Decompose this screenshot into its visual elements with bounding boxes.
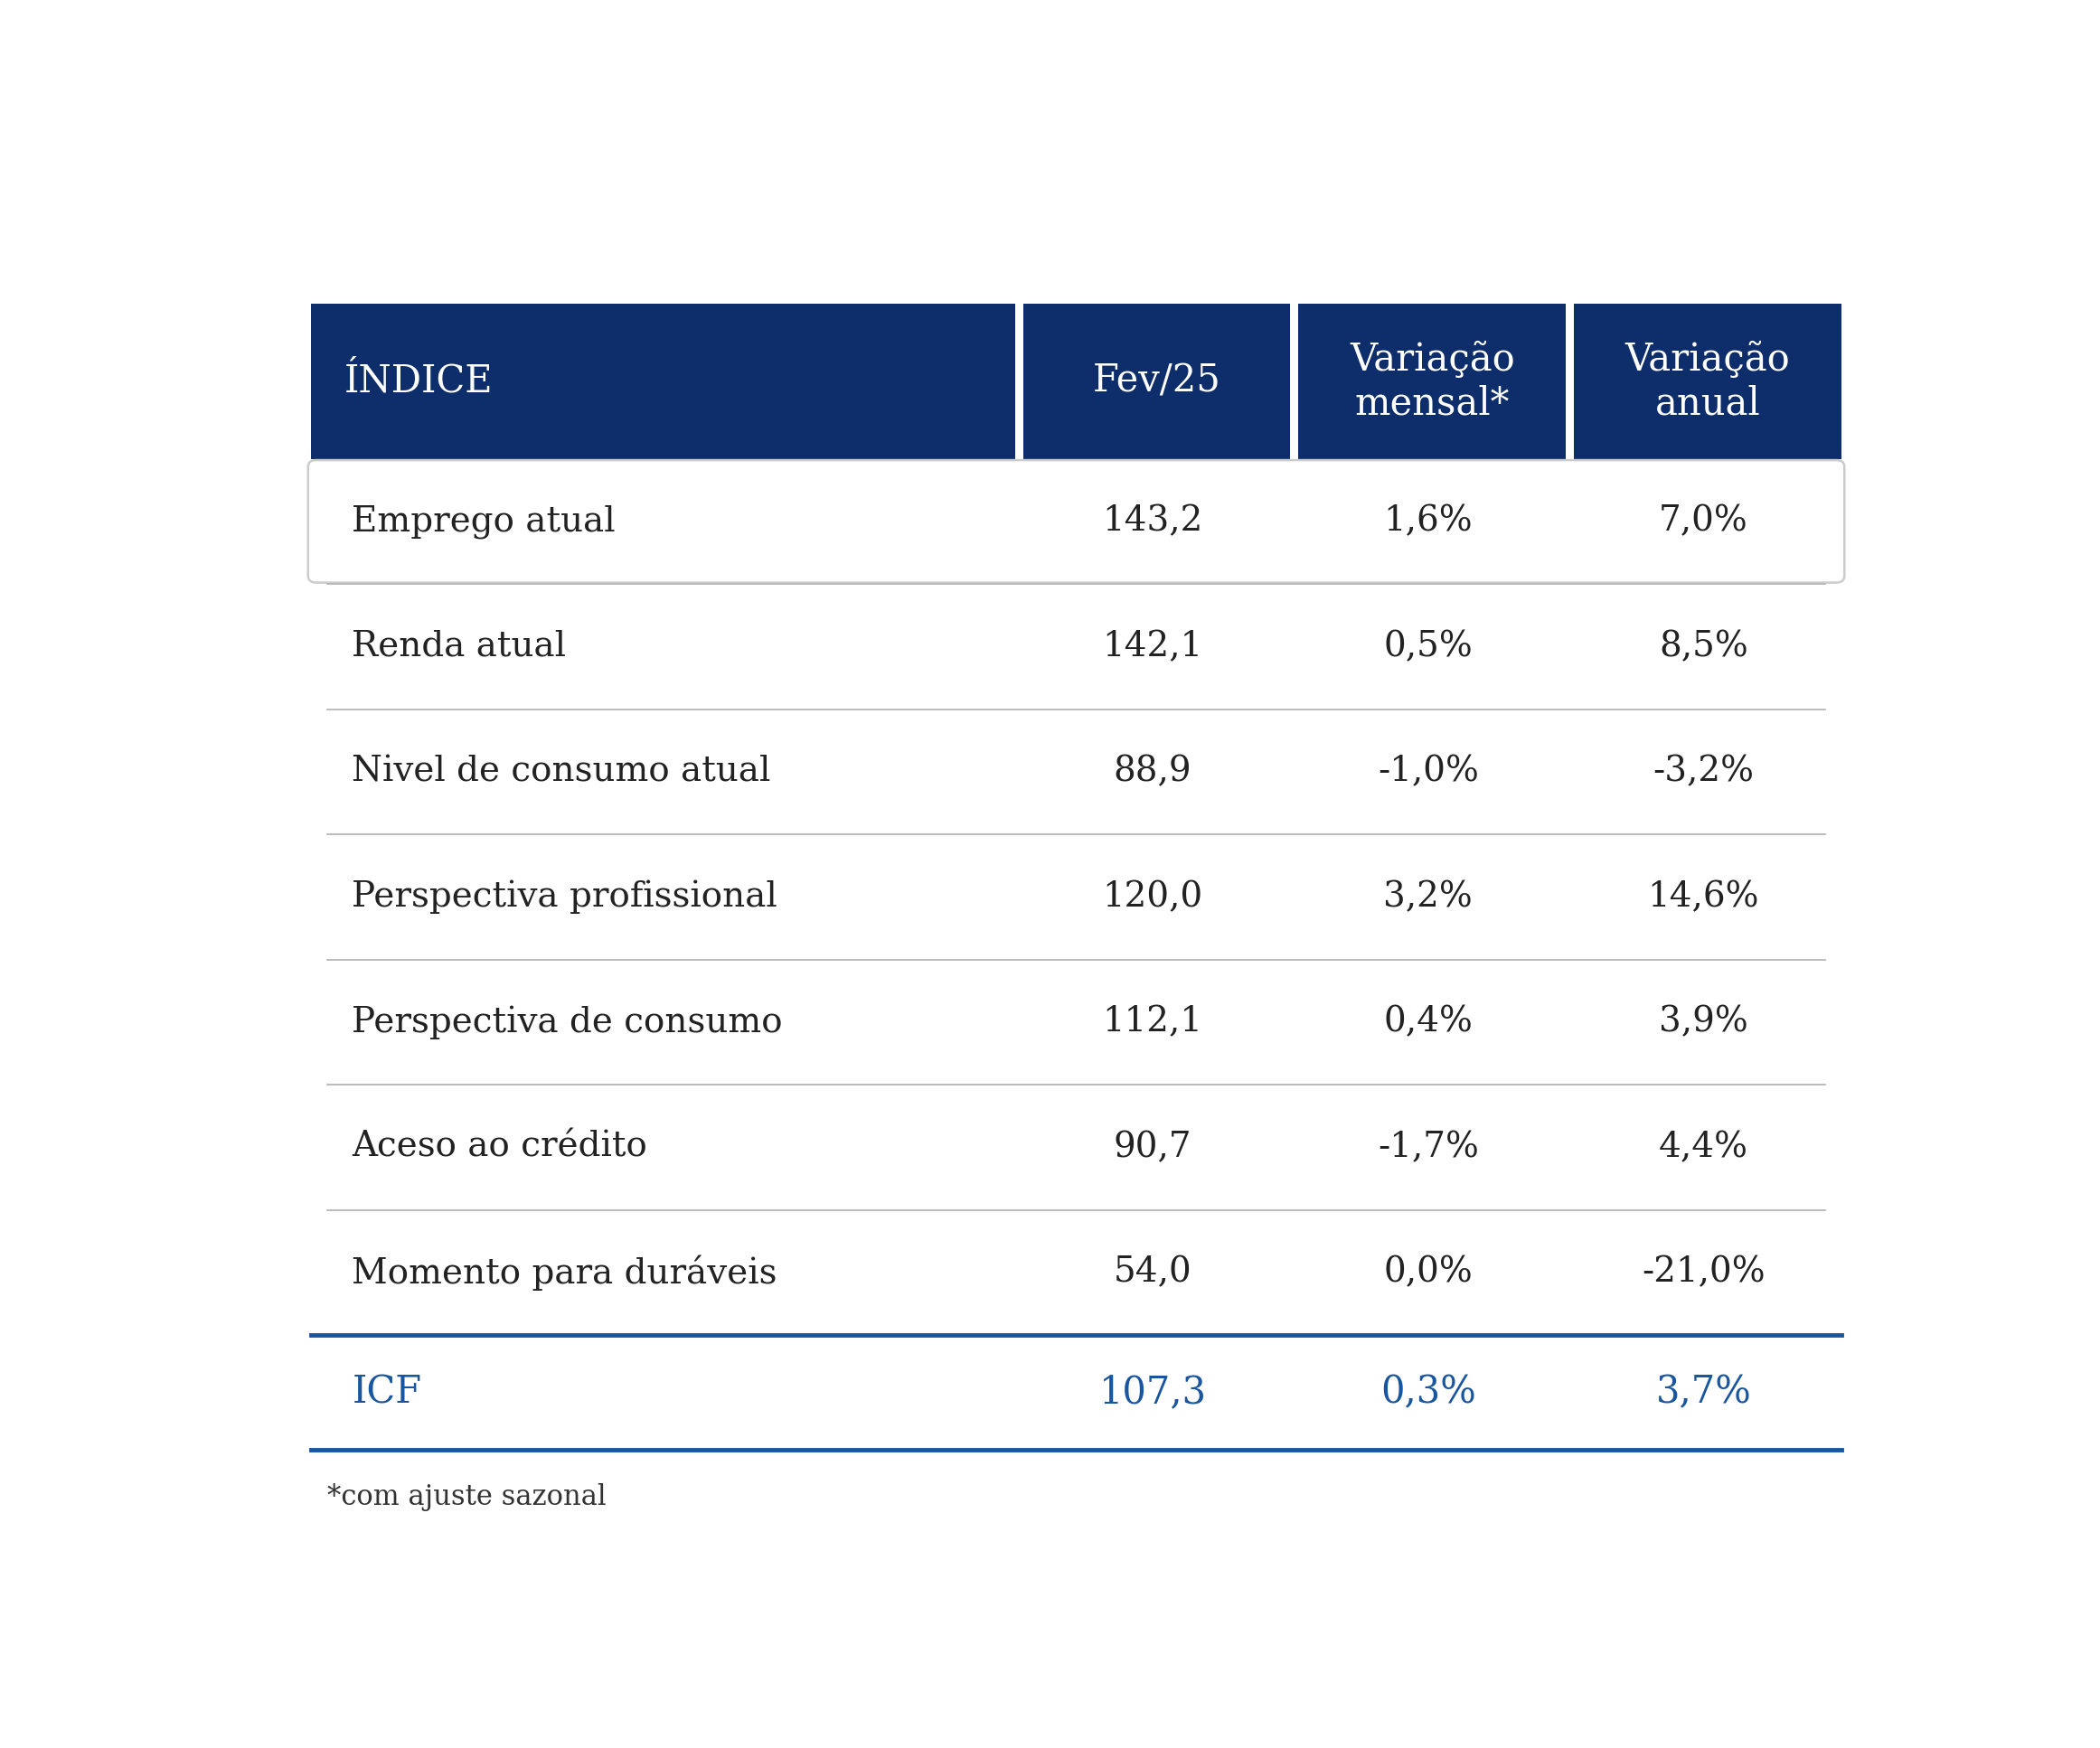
Text: 54,0: 54,0 — [1113, 1255, 1193, 1288]
Text: 3,7%: 3,7% — [1655, 1374, 1751, 1411]
Text: -1,7%: -1,7% — [1378, 1131, 1478, 1164]
Text: 0,5%: 0,5% — [1384, 629, 1472, 662]
Text: 120,0: 120,0 — [1102, 881, 1203, 914]
Text: 0,4%: 0,4% — [1384, 1005, 1472, 1038]
Text: 0,0%: 0,0% — [1384, 1255, 1472, 1288]
Bar — [1573, 304, 1842, 458]
Text: -21,0%: -21,0% — [1642, 1255, 1766, 1288]
Text: 90,7: 90,7 — [1113, 1131, 1193, 1164]
Bar — [1023, 304, 1289, 458]
Text: *com ajuste sazonal: *com ajuste sazonal — [328, 1482, 607, 1510]
Text: Perspectiva profissional: Perspectiva profissional — [353, 879, 777, 914]
Text: 8,5%: 8,5% — [1659, 629, 1747, 662]
FancyBboxPatch shape — [309, 460, 1844, 582]
Text: 0,3%: 0,3% — [1380, 1374, 1476, 1411]
Text: -3,2%: -3,2% — [1653, 755, 1753, 788]
Bar — [311, 304, 1014, 458]
Text: Perspectiva de consumo: Perspectiva de consumo — [353, 1005, 783, 1038]
Text: Emprego atual: Emprego atual — [353, 505, 615, 538]
Text: Momento para duráveis: Momento para duráveis — [353, 1255, 777, 1290]
Text: 142,1: 142,1 — [1102, 629, 1203, 662]
Text: ÍNDICE: ÍNDICE — [344, 362, 493, 400]
Text: 3,2%: 3,2% — [1384, 881, 1472, 914]
Text: Fev/25: Fev/25 — [1092, 362, 1220, 400]
Text: 3,9%: 3,9% — [1659, 1005, 1747, 1038]
Text: Aceso ao crédito: Aceso ao crédito — [353, 1131, 647, 1164]
Text: 7,0%: 7,0% — [1659, 505, 1747, 538]
Text: Variação
anual: Variação anual — [1625, 341, 1789, 423]
Text: Nivel de consumo atual: Nivel de consumo atual — [353, 755, 771, 788]
Text: -1,0%: -1,0% — [1378, 755, 1478, 788]
Text: 112,1: 112,1 — [1102, 1005, 1203, 1038]
Text: 143,2: 143,2 — [1102, 505, 1203, 538]
Text: 107,3: 107,3 — [1098, 1374, 1207, 1411]
Text: 14,6%: 14,6% — [1648, 881, 1760, 914]
Bar — [1298, 304, 1567, 458]
Text: Variação
mensal*: Variação mensal* — [1350, 341, 1514, 423]
Text: Renda atual: Renda atual — [353, 629, 567, 662]
Text: ICF: ICF — [353, 1374, 422, 1411]
Text: 88,9: 88,9 — [1113, 755, 1193, 788]
Text: 1,6%: 1,6% — [1384, 505, 1472, 538]
Text: 4,4%: 4,4% — [1659, 1131, 1747, 1164]
